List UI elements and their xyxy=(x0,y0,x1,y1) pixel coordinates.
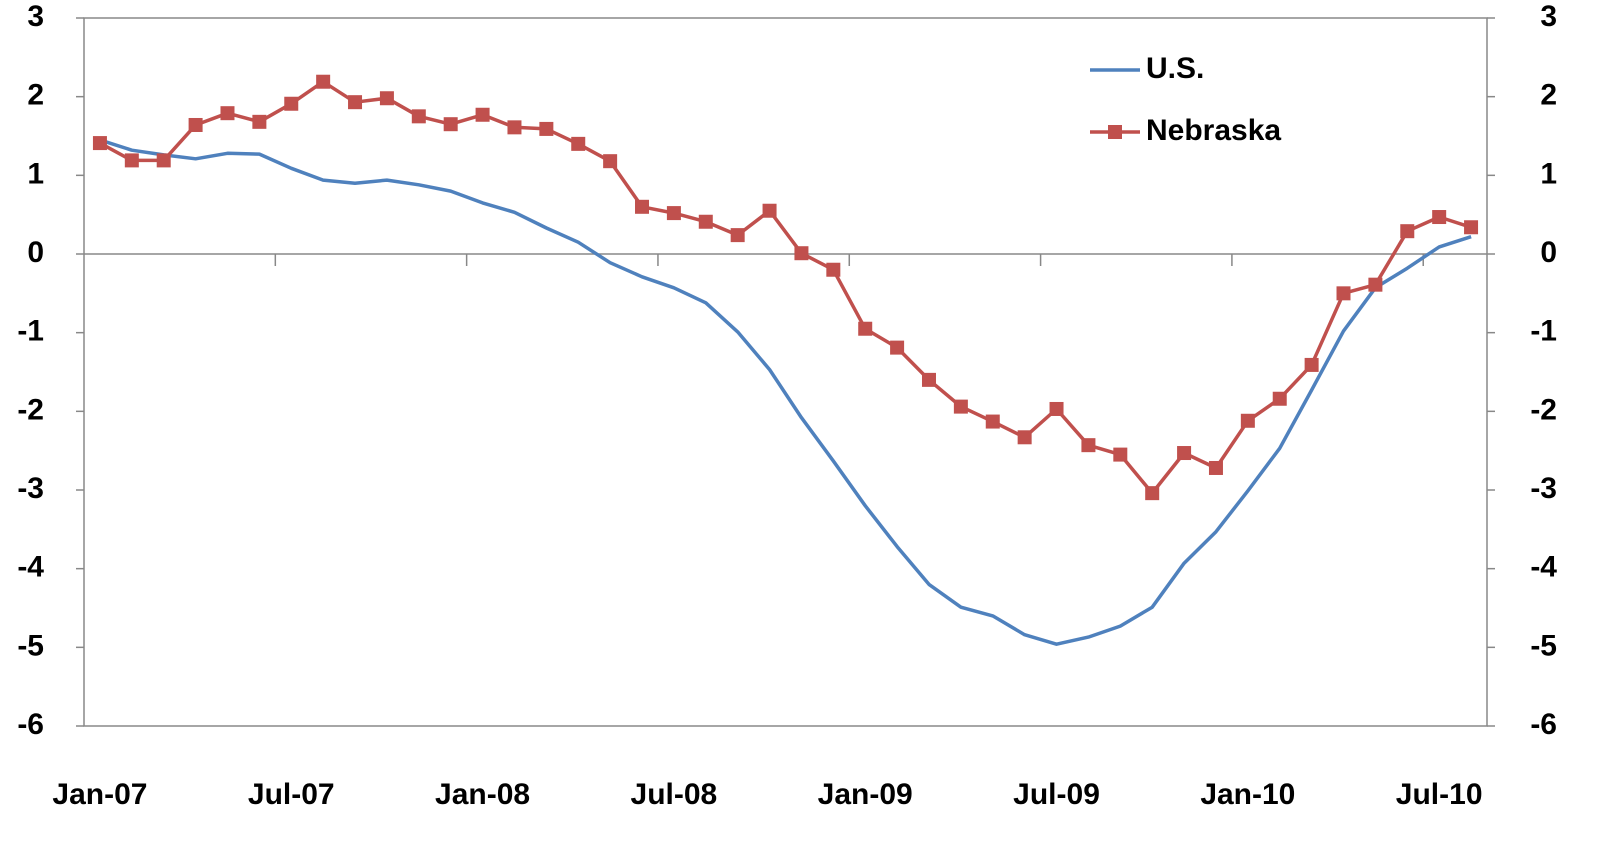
point-marker xyxy=(443,117,458,132)
point-marker xyxy=(539,121,554,136)
y2-tick-label: 0 xyxy=(1540,236,1557,269)
x-tick-label: Jan-07 xyxy=(52,778,147,811)
y-tick-label: 1 xyxy=(27,157,44,190)
point-marker xyxy=(794,246,809,261)
x-tick-label: Jul-10 xyxy=(1396,778,1483,811)
point-marker xyxy=(1208,460,1223,475)
point-marker xyxy=(1432,210,1447,225)
point-marker xyxy=(571,136,586,151)
point-marker xyxy=(124,153,139,168)
point-marker xyxy=(156,153,171,168)
point-marker xyxy=(1177,446,1192,461)
y-tick-label: -4 xyxy=(17,551,44,584)
y-tick-label: -5 xyxy=(17,629,44,662)
point-marker xyxy=(635,199,650,214)
point-marker xyxy=(507,120,522,135)
point-marker xyxy=(379,91,394,106)
y-tick-label: 3 xyxy=(27,0,44,33)
series-line xyxy=(99,138,1472,646)
y-tick-label: -1 xyxy=(17,315,44,348)
point-marker xyxy=(858,321,873,336)
point-marker xyxy=(826,262,841,277)
point-marker xyxy=(1017,430,1032,445)
point-marker xyxy=(475,107,490,122)
point-marker xyxy=(921,372,936,387)
y2-tick-label: -6 xyxy=(1530,708,1557,741)
point-marker xyxy=(1464,220,1479,235)
point-marker xyxy=(284,96,299,111)
point-marker xyxy=(1049,401,1064,416)
point-marker xyxy=(1272,391,1287,406)
legend-label: Nebraska xyxy=(1146,114,1281,147)
y2-tick-label: -5 xyxy=(1530,629,1557,662)
point-marker xyxy=(730,228,745,243)
point-marker xyxy=(1304,357,1319,372)
point-marker xyxy=(1081,438,1096,453)
point-marker xyxy=(985,414,1000,429)
point-marker xyxy=(348,95,363,110)
point-marker xyxy=(92,136,107,151)
y2-tick-label: -3 xyxy=(1530,472,1557,505)
y2-tick-label: -1 xyxy=(1530,315,1557,348)
legend-label: U.S. xyxy=(1146,52,1204,85)
point-marker xyxy=(220,106,235,121)
x-tick-label: Jul-09 xyxy=(1013,778,1100,811)
point-marker xyxy=(762,203,777,218)
x-tick-label: Jan-09 xyxy=(818,778,913,811)
point-marker xyxy=(188,117,203,132)
y-tick-label: -2 xyxy=(17,393,44,426)
plot-frame xyxy=(83,17,1488,727)
legend-marker xyxy=(1108,125,1122,139)
y2-tick-label: 2 xyxy=(1540,79,1557,112)
point-marker xyxy=(1240,413,1255,428)
point-marker xyxy=(1145,486,1160,501)
x-tick-label: Jan-08 xyxy=(435,778,530,811)
point-marker xyxy=(252,114,267,129)
y-tick-label: 0 xyxy=(27,236,44,269)
x-tick-label: Jan-10 xyxy=(1200,778,1295,811)
y-tick-label: 2 xyxy=(27,79,44,112)
point-marker xyxy=(316,74,331,89)
y2-tick-label: 1 xyxy=(1540,157,1557,190)
y2-tick-label: -4 xyxy=(1530,551,1557,584)
point-marker xyxy=(603,154,618,169)
y2-tick-label: 3 xyxy=(1540,0,1557,33)
point-marker xyxy=(1368,277,1383,292)
y2-tick-label: -2 xyxy=(1530,393,1557,426)
y-tick-label: -3 xyxy=(17,472,44,505)
point-marker xyxy=(666,206,681,221)
point-marker xyxy=(1400,224,1415,239)
point-marker xyxy=(890,340,905,355)
point-marker xyxy=(698,214,713,229)
x-tick-label: Jul-07 xyxy=(248,778,335,811)
x-tick-label: Jul-08 xyxy=(631,778,718,811)
point-marker xyxy=(1113,447,1128,462)
point-marker xyxy=(953,399,968,414)
point-marker xyxy=(411,109,426,124)
y-tick-label: -6 xyxy=(17,708,44,741)
point-marker xyxy=(1336,286,1351,301)
